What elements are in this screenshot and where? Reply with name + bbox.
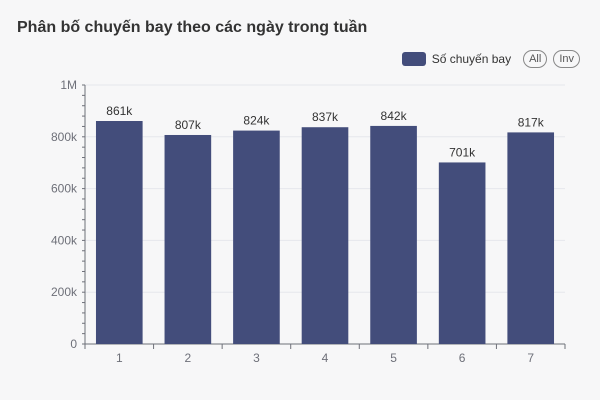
legend-label: Số chuyến bay <box>431 52 512 66</box>
bar-day-2[interactable] <box>164 134 212 344</box>
select-all-button[interactable]: All <box>523 50 548 68</box>
x-tick-label: 3 <box>253 351 260 365</box>
y-tick-label: 600k <box>51 182 78 196</box>
x-tick-label: 7 <box>527 351 534 365</box>
bar-day-4[interactable] <box>301 127 349 344</box>
y-tick-label: 1M <box>60 78 77 92</box>
data-label: 701k <box>449 145 476 159</box>
x-tick-label: 5 <box>390 351 397 365</box>
data-label: 861k <box>106 104 133 118</box>
bar-day-7[interactable] <box>507 132 555 344</box>
data-label: 817k <box>518 115 545 129</box>
data-label: 807k <box>175 118 202 132</box>
bar-day-1[interactable] <box>95 121 143 344</box>
x-tick-label: 6 <box>459 351 466 365</box>
bar-day-6[interactable] <box>438 162 486 344</box>
data-label: 824k <box>243 114 270 128</box>
x-tick-label: 1 <box>116 351 123 365</box>
inverse-selection-button[interactable]: Inv <box>553 50 580 68</box>
data-label: 842k <box>381 109 408 123</box>
legend-item-flights[interactable]: Số chuyến bay <box>401 52 517 66</box>
y-tick-label: 200k <box>51 285 78 299</box>
chart-title: Phân bố chuyến bay theo các ngày trong t… <box>17 19 368 36</box>
y-tick-label: 800k <box>51 130 78 144</box>
data-labels: 861k 807k 824k 837k 842k 701k 817k <box>106 104 544 159</box>
y-tick-label: 0 <box>70 337 77 351</box>
bar-day-5[interactable] <box>370 125 417 344</box>
legend-swatch <box>401 52 426 66</box>
legend: Số chuyến bay All Inv <box>401 50 580 68</box>
bar-day-3[interactable] <box>233 130 280 344</box>
y-tick-label: 400k <box>51 233 78 247</box>
x-tick-label: 4 <box>322 351 329 365</box>
bars <box>95 121 555 344</box>
data-label: 837k <box>312 110 339 124</box>
x-tick-label: 2 <box>185 351 192 365</box>
